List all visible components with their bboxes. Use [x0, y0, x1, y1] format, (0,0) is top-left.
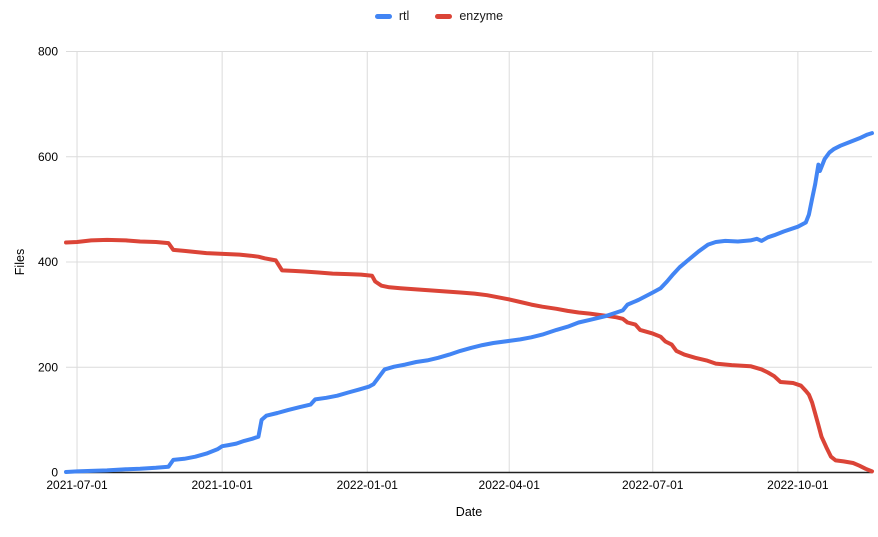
x-tick-label: 2022-10-01 — [767, 478, 829, 492]
x-tick-label: 2021-10-01 — [191, 478, 253, 492]
chart-legend: rtl enzyme — [0, 10, 878, 23]
legend-label: enzyme — [459, 9, 504, 23]
y-tick-label: 800 — [38, 45, 58, 59]
y-tick-label: 0 — [51, 466, 58, 480]
x-axis-title: Date — [455, 505, 483, 519]
series-line-rtl — [64, 131, 874, 474]
legend-swatch-icon — [435, 13, 453, 19]
legend-swatch-icon — [374, 13, 392, 19]
y-tick-label: 600 — [38, 150, 58, 164]
y-tick-label: 200 — [38, 360, 58, 374]
x-tick-label: 2021-07-01 — [46, 478, 108, 492]
x-tick-label: 2022-01-01 — [337, 478, 399, 492]
x-tick-label: 2022-07-01 — [622, 478, 684, 492]
legend-item-enzyme: enzyme — [435, 10, 503, 23]
x-tick-label: 2022-04-01 — [479, 478, 541, 492]
series-line-enzyme — [64, 237, 874, 474]
y-axis-title: Files — [13, 248, 27, 276]
legend-label: rtl — [398, 9, 410, 23]
legend-item-rtl: rtl — [374, 9, 410, 23]
y-tick-label: 400 — [38, 255, 58, 269]
